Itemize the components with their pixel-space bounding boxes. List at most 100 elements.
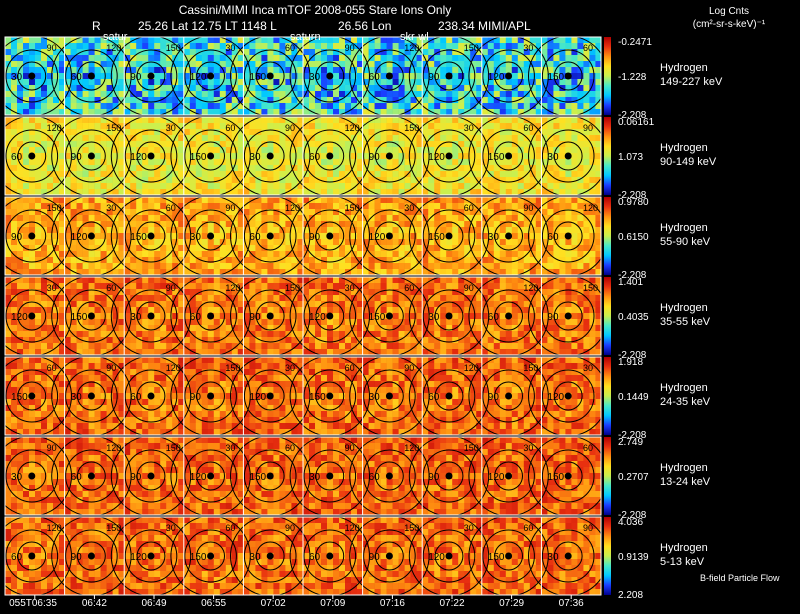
spacecraft-direction-dot bbox=[326, 73, 333, 80]
heatmap-cell bbox=[23, 251, 29, 257]
heatmap-cell bbox=[71, 103, 77, 109]
heatmap-cell bbox=[196, 331, 202, 337]
heatmap-cell bbox=[208, 189, 214, 195]
heatmap-cell bbox=[434, 183, 440, 189]
heatmap-cell bbox=[357, 307, 363, 313]
header-lat-lt-l: 25.26 Lat 12.75 LT 1148 L bbox=[138, 19, 277, 33]
heatmap-cell bbox=[309, 203, 315, 209]
heatmap-cell bbox=[458, 263, 464, 269]
heatmap-cell bbox=[53, 349, 59, 355]
heatmap-cell bbox=[512, 61, 518, 67]
heatmap-cell bbox=[488, 209, 494, 215]
heatmap-cell bbox=[321, 227, 327, 233]
heatmap-cell bbox=[446, 147, 452, 153]
heatmap-cell bbox=[261, 307, 267, 313]
heatmap-cell bbox=[530, 233, 536, 239]
heatmap-cell bbox=[446, 55, 452, 61]
heatmap-cell bbox=[369, 97, 375, 103]
heatmap-cell bbox=[494, 183, 500, 189]
heatmap-cell bbox=[71, 97, 77, 103]
heatmap-cell bbox=[393, 227, 399, 233]
heatmap-cell bbox=[202, 331, 208, 337]
heatmap-cell bbox=[333, 203, 339, 209]
heatmap-cell bbox=[208, 43, 214, 49]
heatmap-cell bbox=[309, 135, 315, 141]
heatmap-cell bbox=[309, 103, 315, 109]
heatmap-cell bbox=[142, 337, 148, 343]
heatmap-cell bbox=[512, 183, 518, 189]
heatmap-cell bbox=[166, 337, 172, 343]
heatmap-cell bbox=[238, 215, 244, 221]
contour-label: 60 bbox=[547, 232, 559, 243]
heatmap-cell bbox=[23, 239, 29, 245]
heatmap-cell bbox=[71, 301, 77, 307]
heatmap-cell bbox=[553, 171, 559, 177]
heatmap-cell bbox=[375, 283, 381, 289]
heatmap-cell bbox=[512, 269, 518, 275]
heatmap-cell bbox=[160, 103, 166, 109]
heatmap-cell bbox=[83, 189, 89, 195]
contour-label: 90 bbox=[309, 232, 321, 243]
heatmap-cell bbox=[95, 283, 101, 289]
heatmap-cell bbox=[393, 283, 399, 289]
heatmap-cell bbox=[595, 61, 601, 67]
contour-label: 120 bbox=[190, 72, 207, 83]
heatmap-cell bbox=[327, 251, 333, 257]
heatmap-cell bbox=[154, 227, 160, 233]
heatmap-cell bbox=[512, 263, 518, 269]
heatmap-cell bbox=[95, 349, 101, 355]
heatmap-cell bbox=[273, 147, 279, 153]
heatmap-cell bbox=[559, 159, 565, 165]
heatmap-cell bbox=[190, 209, 196, 215]
heatmap-cell bbox=[35, 141, 41, 147]
heatmap-cell bbox=[381, 91, 387, 97]
heatmap-cell bbox=[59, 135, 65, 141]
heatmap-cell bbox=[214, 349, 220, 355]
heatmap-cell bbox=[202, 55, 208, 61]
heatmap-cell bbox=[119, 313, 125, 319]
heatmap-cell bbox=[476, 189, 482, 195]
colorbar bbox=[604, 117, 611, 195]
heatmap-cell bbox=[77, 331, 83, 337]
heatmap-cell bbox=[428, 85, 434, 91]
heatmap-cell bbox=[488, 103, 494, 109]
heatmap-cell bbox=[405, 153, 411, 159]
heatmap-cell bbox=[345, 257, 351, 263]
heatmap-cell bbox=[565, 171, 571, 177]
heatmap-cell bbox=[553, 215, 559, 221]
heatmap-cell bbox=[202, 97, 208, 103]
heatmap-cell bbox=[452, 183, 458, 189]
heatmap-cell bbox=[154, 349, 160, 355]
heatmap-cell bbox=[327, 239, 333, 245]
heatmap-cell bbox=[428, 177, 434, 183]
heatmap-cell bbox=[452, 171, 458, 177]
spacecraft-direction-dot bbox=[267, 233, 274, 240]
heatmap-cell bbox=[238, 319, 244, 325]
heatmap-cell bbox=[321, 55, 327, 61]
heatmap-cell bbox=[119, 331, 125, 337]
heatmap-cell bbox=[142, 283, 148, 289]
heatmap-cell bbox=[35, 301, 41, 307]
heatmap-cell bbox=[273, 283, 279, 289]
colorbar-mid-label: -1.228 bbox=[618, 72, 647, 83]
heatmap-cell bbox=[333, 263, 339, 269]
heatmap-cell bbox=[154, 103, 160, 109]
heatmap-cell bbox=[255, 203, 261, 209]
contour-label: 30 bbox=[190, 232, 202, 243]
heatmap-cell bbox=[71, 283, 77, 289]
heatmap-cell bbox=[571, 141, 577, 147]
heatmap-cell bbox=[154, 269, 160, 275]
heatmap-cell bbox=[577, 73, 583, 79]
heatmap-cell bbox=[464, 153, 470, 159]
heatmap-cell bbox=[357, 319, 363, 325]
heatmap-cell bbox=[196, 215, 202, 221]
heatmap-cell bbox=[583, 67, 589, 73]
heatmap-cell bbox=[148, 109, 154, 115]
heatmap-cell bbox=[440, 269, 446, 275]
heatmap-cell bbox=[411, 233, 417, 239]
heatmap-cell bbox=[208, 197, 214, 203]
heatmap-cell bbox=[77, 183, 83, 189]
heatmap-cell bbox=[595, 189, 601, 195]
heatmap-cell bbox=[77, 343, 83, 349]
heatmap-cell bbox=[160, 135, 166, 141]
